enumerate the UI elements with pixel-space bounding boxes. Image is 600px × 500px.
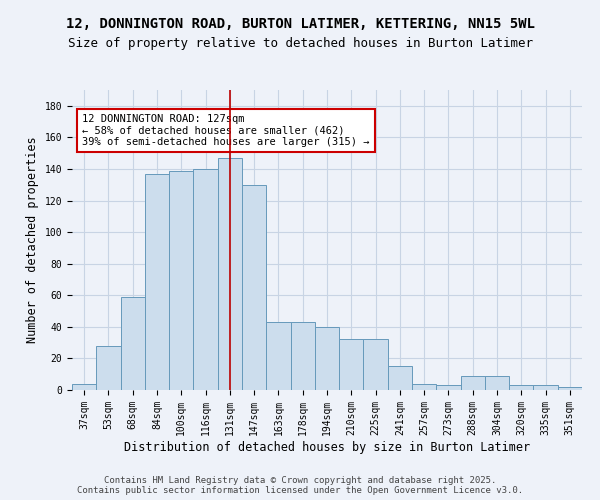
Bar <box>364 340 388 390</box>
Bar <box>436 386 461 390</box>
Bar <box>193 169 218 390</box>
X-axis label: Distribution of detached houses by size in Burton Latimer: Distribution of detached houses by size … <box>124 440 530 454</box>
Bar <box>290 322 315 390</box>
Bar <box>72 384 96 390</box>
Bar <box>145 174 169 390</box>
Bar <box>388 366 412 390</box>
Text: 12 DONNINGTON ROAD: 127sqm
← 58% of detached houses are smaller (462)
39% of sem: 12 DONNINGTON ROAD: 127sqm ← 58% of deta… <box>82 114 370 147</box>
Text: Size of property relative to detached houses in Burton Latimer: Size of property relative to detached ho… <box>67 38 533 51</box>
Bar <box>169 170 193 390</box>
Bar <box>218 158 242 390</box>
Text: Contains HM Land Registry data © Crown copyright and database right 2025.
Contai: Contains HM Land Registry data © Crown c… <box>77 476 523 495</box>
Bar <box>96 346 121 390</box>
Bar <box>339 340 364 390</box>
Bar <box>315 327 339 390</box>
Bar <box>485 376 509 390</box>
Y-axis label: Number of detached properties: Number of detached properties <box>26 136 39 344</box>
Bar <box>242 184 266 390</box>
Bar <box>558 387 582 390</box>
Bar <box>533 386 558 390</box>
Text: 12, DONNINGTON ROAD, BURTON LATIMER, KETTERING, NN15 5WL: 12, DONNINGTON ROAD, BURTON LATIMER, KET… <box>65 18 535 32</box>
Bar <box>461 376 485 390</box>
Bar <box>266 322 290 390</box>
Bar <box>509 386 533 390</box>
Bar <box>412 384 436 390</box>
Bar <box>121 297 145 390</box>
